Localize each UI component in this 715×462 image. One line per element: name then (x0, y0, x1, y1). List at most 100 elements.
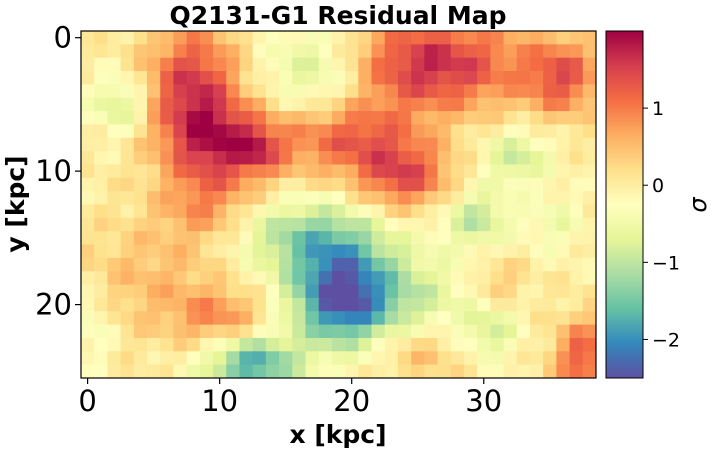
heatmap-cell (213, 71, 227, 85)
heatmap-cell (450, 97, 465, 112)
heatmap-cell (120, 217, 135, 232)
heatmap-cell (265, 31, 280, 45)
heatmap-cell (160, 44, 175, 59)
heatmap-cell (437, 271, 452, 286)
heatmap-cell (160, 284, 175, 299)
heatmap-cell (133, 231, 148, 246)
heatmap-cell (516, 311, 531, 326)
heatmap-cell (331, 244, 346, 259)
heatmap-cell (397, 97, 412, 112)
heatmap-cell (490, 271, 505, 286)
heatmap-cell (358, 257, 373, 272)
heatmap-cell (503, 257, 518, 272)
heatmap-cell (226, 164, 241, 179)
heatmap-cell (120, 311, 135, 326)
heatmap-cell (345, 151, 359, 166)
heatmap-cell (186, 231, 201, 246)
heatmap-cell (133, 297, 148, 312)
heatmap-cell (213, 57, 227, 72)
heatmap-cell (371, 44, 386, 59)
heatmap-cell (107, 124, 122, 139)
heatmap-cell (569, 244, 584, 259)
heatmap-cell (133, 31, 148, 45)
heatmap-cell (239, 191, 254, 206)
heatmap-cell (292, 351, 307, 366)
heatmap-cell (305, 191, 320, 206)
heatmap-cell (569, 191, 584, 206)
heatmap-cell (424, 57, 439, 72)
heatmap-cell (463, 324, 478, 339)
heatmap-cell (516, 177, 531, 192)
heatmap-cell (107, 244, 122, 259)
heatmap-cell (358, 351, 373, 366)
heatmap-cell (213, 297, 227, 312)
heatmap-cell (160, 31, 175, 45)
heatmap-cell (252, 311, 267, 326)
heatmap-cell (94, 231, 109, 246)
heatmap-cell (490, 191, 505, 206)
heatmap-cell (292, 191, 307, 206)
heatmap-cell (411, 271, 425, 286)
heatmap-cell (173, 284, 188, 299)
heatmap-cell (147, 177, 161, 192)
heatmap-cell (81, 57, 95, 72)
heatmap-cell (279, 297, 293, 312)
heatmap-cell (569, 84, 584, 99)
heatmap-cell (331, 217, 346, 232)
heatmap-cell (305, 284, 320, 299)
heatmap-cell (371, 111, 386, 126)
heatmap-cell (279, 324, 293, 339)
heatmap-cell (437, 257, 452, 272)
heatmap-cell (397, 111, 412, 126)
heatmap-cell (120, 351, 135, 366)
heatmap-cell (213, 337, 227, 352)
heatmap-cell (529, 231, 544, 246)
heatmap-cell (265, 364, 280, 378)
heatmap-cell (556, 257, 571, 272)
heatmap-cell (199, 44, 214, 59)
heatmap-cell (516, 217, 531, 232)
heatmap-cell (411, 44, 425, 59)
heatmap-cell (213, 191, 227, 206)
heatmap-cell (582, 124, 596, 139)
heatmap-cell (292, 324, 307, 339)
heatmap-cell (331, 124, 346, 139)
heatmap-cell (265, 284, 280, 299)
heatmap-cell (371, 257, 386, 272)
heatmap-cell (384, 217, 399, 232)
heatmap-cell (437, 364, 452, 378)
heatmap-cell (252, 124, 267, 139)
heatmap-cell (133, 44, 148, 59)
heatmap-cell (569, 31, 584, 45)
heatmap-cell (107, 364, 122, 378)
heatmap-cell (397, 71, 412, 85)
heatmap-cell (186, 31, 201, 45)
heatmap-cell (186, 71, 201, 85)
heatmap-cell (437, 244, 452, 259)
heatmap-cell (331, 31, 346, 45)
heatmap-cell (477, 57, 491, 72)
heatmap-cell (490, 311, 505, 326)
heatmap-cell (411, 204, 425, 219)
heatmap-cell (305, 364, 320, 378)
heatmap-cell (81, 31, 95, 45)
heatmap-cell (437, 84, 452, 99)
heatmap-cell (463, 57, 478, 72)
heatmap-cell (147, 124, 161, 139)
heatmap-cell (477, 84, 491, 99)
heatmap-cell (490, 31, 505, 45)
heatmap-cell (569, 151, 584, 166)
heatmap-cell (305, 71, 320, 85)
heatmap-cell (239, 164, 254, 179)
heatmap-cell (265, 297, 280, 312)
heatmap-cell (133, 97, 148, 112)
heatmap-cell (371, 191, 386, 206)
heatmap-cell (358, 137, 373, 152)
heatmap-cell (358, 244, 373, 259)
heatmap-cell (133, 164, 148, 179)
heatmap-cell (371, 151, 386, 166)
heatmap-cell (265, 217, 280, 232)
heatmap-cell (331, 111, 346, 126)
heatmap-cell (292, 257, 307, 272)
heatmap-cell (133, 257, 148, 272)
